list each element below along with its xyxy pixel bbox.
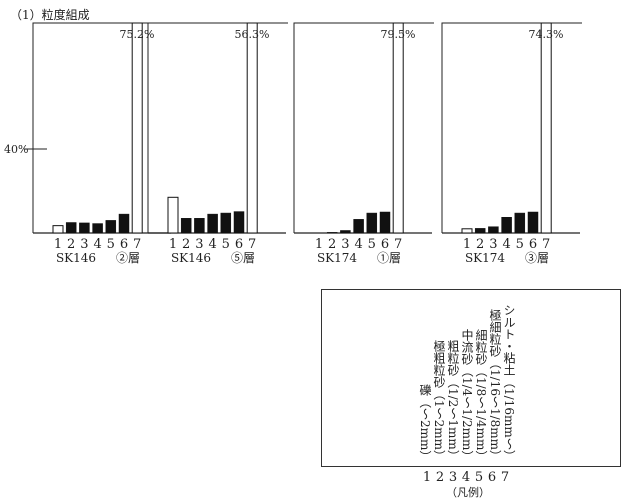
x-tick-label: 3 xyxy=(80,237,88,252)
panel-frame xyxy=(293,22,434,233)
bar-2 xyxy=(326,232,338,234)
x-tick-label: 6 xyxy=(529,237,537,252)
bar-1 xyxy=(52,225,64,234)
legend-item-7: シルト・粘土（1/16mm～） xyxy=(502,304,516,462)
bar-3 xyxy=(194,218,205,234)
bar-6 xyxy=(379,211,391,234)
bar-7 xyxy=(246,22,258,234)
bar-1 xyxy=(461,228,473,234)
bar-7-value-label: 74.3% xyxy=(529,28,564,41)
x-tick-label: 5 xyxy=(222,237,230,252)
bar-2 xyxy=(180,218,192,234)
x-tick-label: 3 xyxy=(489,237,497,252)
legend-number: 1 xyxy=(422,470,433,485)
bar-4 xyxy=(207,213,218,234)
bar-3 xyxy=(79,222,90,234)
legend-item-4: 中流砂（1/4～1/2mm） xyxy=(460,328,474,462)
sample-label: SK146 xyxy=(171,251,211,265)
bar-7 xyxy=(540,22,552,234)
bar-3 xyxy=(488,226,499,234)
x-tick-label: 2 xyxy=(67,237,75,252)
sample-label: SK174 xyxy=(317,251,357,265)
legend-item-2: 極粗粒砂（1～2mm） xyxy=(432,339,446,462)
x-tick-label: 5 xyxy=(368,237,376,252)
x-tick-label: 1 xyxy=(315,237,323,252)
bar-4 xyxy=(92,223,103,234)
panel-frame xyxy=(441,22,582,233)
bar-6 xyxy=(118,213,130,234)
legend-number: 5 xyxy=(474,470,485,485)
bar-5 xyxy=(366,212,378,234)
layer-label: ①層 xyxy=(377,251,401,265)
legend-item-6: 極細粒砂（1/16～1/8mm） xyxy=(488,308,502,462)
x-tick-label: 3 xyxy=(195,237,203,252)
x-tick-label: 7 xyxy=(542,237,550,252)
x-tick-label: 2 xyxy=(182,237,190,252)
bar-7-value-label: 75.2% xyxy=(120,28,155,41)
y-tick-label: 40% xyxy=(4,143,28,156)
bar-2 xyxy=(65,222,77,234)
x-tick-label: 1 xyxy=(463,237,471,252)
x-tick-label: 1 xyxy=(54,237,62,252)
legend-item-5: 細粒砂（1/8～1/4mm） xyxy=(474,328,488,462)
bar-7 xyxy=(392,22,404,234)
layer-label: ⑤層 xyxy=(231,251,255,265)
legend-number: 4 xyxy=(461,470,472,485)
bar-7-value-label: 56.3% xyxy=(235,28,270,41)
layer-label: ③層 xyxy=(525,251,549,265)
x-tick-label: 1 xyxy=(169,237,177,252)
legend-items: 礫（～2mm） 極粗粒砂（1～2mm） 粗粒砂（1/2～1mm） 中流砂（1/4… xyxy=(418,292,516,462)
x-tick-label: 6 xyxy=(235,237,243,252)
layer-label: ②層 xyxy=(116,251,140,265)
panel-frame xyxy=(32,22,173,233)
x-tick-label: 4 xyxy=(208,237,216,252)
bar-6 xyxy=(527,211,539,234)
x-tick-label: 5 xyxy=(516,237,524,252)
bar-5 xyxy=(514,212,526,234)
bar-5 xyxy=(105,220,117,234)
legend-caption: （凡例） xyxy=(446,486,490,499)
x-tick-label: 2 xyxy=(328,237,336,252)
bar-1 xyxy=(167,196,179,234)
x-tick-label: 7 xyxy=(248,237,256,252)
bar-3 xyxy=(340,230,351,234)
bar-7 xyxy=(131,22,143,234)
bar-7-value-label: 79.5% xyxy=(381,28,416,41)
x-tick-label: 4 xyxy=(93,237,101,252)
x-tick-label: 7 xyxy=(133,237,141,252)
legend-item-3: 粗粒砂（1/2～1mm） xyxy=(446,340,460,462)
legend-number: 3 xyxy=(448,470,459,485)
legend-number: 7 xyxy=(500,470,511,485)
x-tick-label: 5 xyxy=(107,237,115,252)
sample-label: SK146 xyxy=(56,251,96,265)
bar-6 xyxy=(233,211,245,234)
bar-5 xyxy=(220,212,232,234)
legend-number: 2 xyxy=(435,470,446,485)
bar-4 xyxy=(501,217,512,234)
x-tick-label: 6 xyxy=(120,237,128,252)
legend-item-1: 礫（～2mm） xyxy=(418,383,432,462)
bar-2 xyxy=(474,228,486,234)
sample-label: SK174 xyxy=(465,251,505,265)
x-tick-label: 6 xyxy=(381,237,389,252)
x-tick-label: 7 xyxy=(394,237,402,252)
x-tick-label: 4 xyxy=(502,237,510,252)
x-tick-label: 2 xyxy=(476,237,484,252)
x-tick-label: 3 xyxy=(341,237,349,252)
bar-4 xyxy=(353,219,364,234)
panel-frame xyxy=(147,22,288,233)
legend-number: 6 xyxy=(487,470,498,485)
x-tick-label: 4 xyxy=(354,237,362,252)
section-title: （1）粒度組成 xyxy=(10,8,90,22)
